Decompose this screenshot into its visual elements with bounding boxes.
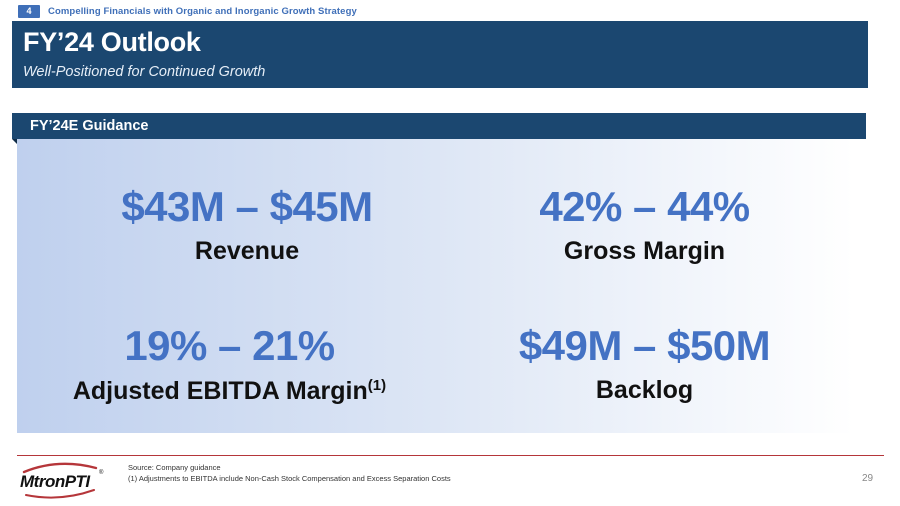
metric-value: 42% – 44% <box>539 183 750 230</box>
metric-label: Gross Margin <box>563 237 726 265</box>
page-number: 29 <box>862 473 874 484</box>
section-indicator: 4 Compelling Financials with Organic and… <box>18 4 357 18</box>
footnotes: Source: Company guidance (1) Adjustments… <box>128 462 451 484</box>
footnote-1: (1) Adjustments to EBITDA include Non-Ca… <box>128 474 451 483</box>
footnote-marker: (1) <box>367 377 387 394</box>
logo-swoosh-icon <box>22 462 98 499</box>
page-subtitle: Well-Positioned for Continued Growth <box>23 64 266 80</box>
mtronpti-logo: MtronPTI ® <box>20 460 104 500</box>
guidance-heading: FY’24E Guidance <box>12 113 866 145</box>
logo-registered-mark: ® <box>99 470 104 476</box>
section-number-badge: 4 <box>18 4 40 18</box>
header-band: FY’24 Outlook Well-Positioned for Contin… <box>12 21 868 88</box>
metric-revenue: $43M – $45M Revenue <box>47 186 447 264</box>
metric-label: Adjusted EBITDA Margin(1) <box>72 377 387 405</box>
footer-divider <box>17 455 884 456</box>
page-title: FY’24 Outlook <box>23 27 201 57</box>
metric-gross-margin: 42% – 44% Gross Margin <box>447 186 842 264</box>
metric-adjusted-ebitda-margin: 19% – 21% Adjusted EBITDA Margin(1) <box>47 325 412 404</box>
source-note: Source: Company guidance <box>128 463 221 472</box>
metric-backlog: $49M – $50M Backlog <box>447 325 842 403</box>
metric-value: 19% – 21% <box>124 322 335 369</box>
section-title: Compelling Financials with Organic and I… <box>48 5 357 17</box>
logo-text: MtronPTI <box>20 472 90 491</box>
metric-label: Backlog <box>595 376 694 404</box>
metric-value: $49M – $50M <box>518 322 771 369</box>
guidance-panel: $43M – $45M Revenue 42% – 44% Gross Marg… <box>17 139 854 433</box>
metric-value: $43M – $45M <box>121 183 373 230</box>
metric-label: Revenue <box>194 237 300 265</box>
